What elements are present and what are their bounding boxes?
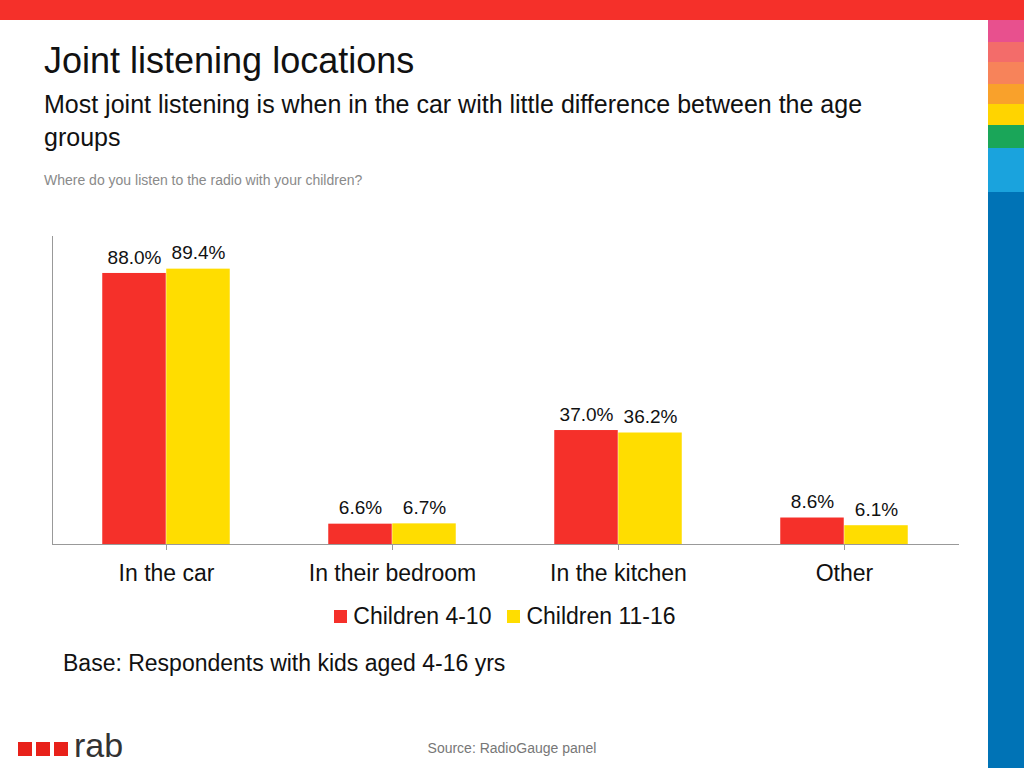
html-text:Children 11-16: Children 11-16 <box>526 603 676 629</box>
svg-text:In the kitchen: In the kitchen <box>550 560 687 586</box>
svg-text:6.1%: 6.1% <box>855 499 898 520</box>
svg-text:88.0%: 88.0% <box>108 247 162 268</box>
html-text:Most joint listening is when i: Most joint listening is when in the car … <box>44 90 863 151</box>
svg-text:In their bedroom: In their bedroom <box>309 560 476 586</box>
svg-text:8.6%: 8.6% <box>791 491 834 512</box>
html-text:Source: RadioGauge panel: Source: RadioGauge panel <box>427 740 597 756</box>
html-text:rab: rab <box>74 726 124 764</box>
html-text:Where do you listen to the rad: Where do you listen to the radio with yo… <box>44 172 363 188</box>
svg-text:6.6%: 6.6% <box>339 497 382 518</box>
html-text:Children 4-10: Children 4-10 <box>353 603 492 629</box>
svg-text:Other: Other <box>816 560 874 586</box>
svg-text:36.2%: 36.2% <box>624 406 678 427</box>
svg-text:89.4%: 89.4% <box>172 242 226 263</box>
svg-text:6.7%: 6.7% <box>403 497 446 518</box>
svg-text:37.0%: 37.0% <box>560 404 614 425</box>
html-text:Base: Respondents with kids ag: Base: Respondents with kids aged 4-16 yr… <box>63 650 506 676</box>
svg-text:In the car: In the car <box>119 560 215 586</box>
html-text:Joint listening locations: Joint listening locations <box>44 40 415 81</box>
